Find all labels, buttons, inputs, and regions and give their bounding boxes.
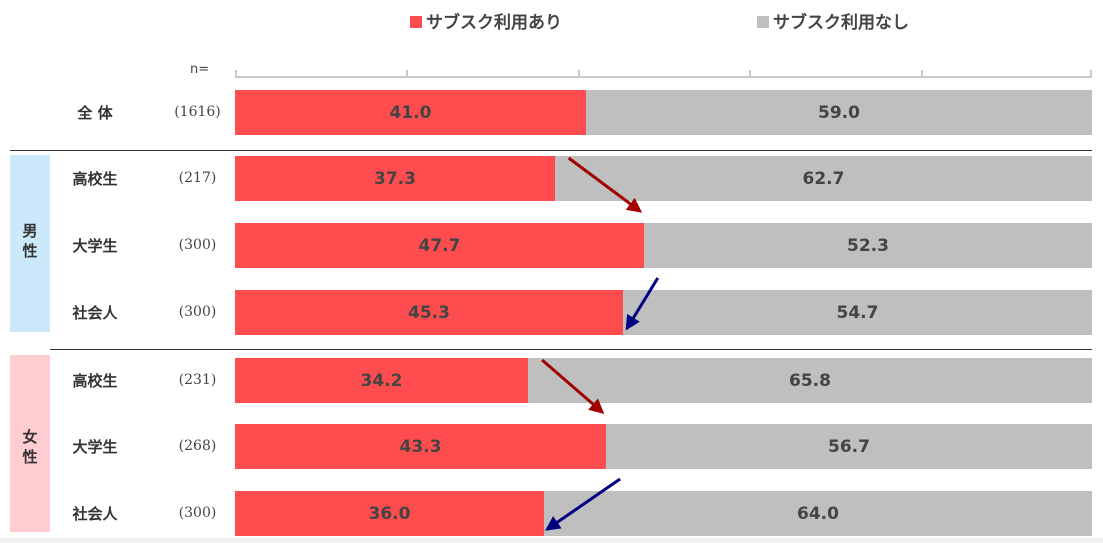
legend-label-not-subscribed: サブスク利用なし: [773, 13, 909, 33]
trend-arrow-up: [567, 156, 643, 213]
bar-value-subscribed: 47.7: [418, 235, 461, 256]
group-label-female: 女 性: [22, 428, 38, 466]
row-sample-size: (231): [178, 372, 217, 388]
row-sample-size: (268): [178, 438, 217, 454]
bar-not-subscribed: 59.0: [586, 90, 1092, 135]
legend-item-subscribed: サブスク利用あり: [410, 8, 562, 33]
x-axis-tick: [749, 70, 751, 78]
row-sample-size: (217): [178, 170, 217, 186]
bottom-strip: [0, 538, 1103, 543]
bar-not-subscribed: 64.0: [544, 491, 1092, 536]
bar-not-subscribed: 52.3: [644, 223, 1092, 268]
row-label: 社会人: [72, 505, 118, 523]
sample-size-header: n=: [190, 62, 210, 77]
group-separator-female: [50, 349, 1092, 350]
bar-value-subscribed: 41.0: [389, 102, 432, 123]
group-separator-male: [10, 150, 1092, 151]
bar-value-subscribed: 43.3: [399, 436, 442, 457]
row-sample-size: (300): [178, 237, 217, 253]
bar-not-subscribed: 65.8: [528, 358, 1092, 403]
x-axis-tick: [1090, 70, 1092, 78]
bar-value-subscribed: 36.0: [368, 503, 411, 524]
bar-value-not-subscribed: 65.8: [789, 370, 831, 391]
legend-swatch-subscribed: [410, 16, 422, 28]
bar-not-subscribed: 54.7: [623, 290, 1092, 335]
row-label: 高校生: [72, 170, 118, 188]
trend-arrow-up: [541, 358, 605, 414]
bar-value-not-subscribed: 59.0: [818, 102, 860, 123]
bar-value-subscribed: 37.3: [374, 168, 416, 189]
bar-subscribed: 34.2: [235, 358, 528, 403]
row-label: 社会人: [72, 304, 118, 322]
x-axis-line: [235, 76, 1092, 78]
legend-label-subscribed: サブスク利用あり: [426, 13, 562, 33]
row-sample-size: (300): [178, 304, 217, 320]
bar-subscribed: 41.0: [235, 90, 586, 135]
trend-arrow-down: [625, 277, 660, 331]
bar-subscribed: 36.0: [235, 491, 544, 536]
bar-value-not-subscribed: 54.7: [836, 302, 879, 323]
trend-arrow-down: [545, 477, 621, 531]
bar-subscribed: 43.3: [235, 424, 606, 469]
bar-subscribed: 37.3: [235, 156, 555, 201]
row-label: 全 体: [77, 104, 113, 122]
bar-value-not-subscribed: 52.3: [847, 235, 889, 256]
row-sample-size: (1616): [174, 104, 221, 120]
x-axis-tick: [921, 70, 923, 78]
row-label: 大学生: [72, 237, 118, 255]
group-label-male: 男 性: [22, 222, 38, 260]
bar-subscribed: 45.3: [235, 290, 623, 335]
bar-value-not-subscribed: 64.0: [797, 503, 839, 524]
legend-swatch-not-subscribed: [757, 16, 769, 28]
x-axis-tick: [406, 70, 408, 78]
bar-not-subscribed: 56.7: [606, 424, 1092, 469]
bar-subscribed: 47.7: [235, 223, 644, 268]
legend-item-not-subscribed: サブスク利用なし: [757, 8, 909, 33]
row-sample-size: (300): [178, 505, 217, 521]
row-label: 高校生: [72, 372, 118, 390]
bar-value-subscribed: 34.2: [360, 370, 403, 391]
bar-value-not-subscribed: 56.7: [828, 436, 870, 457]
x-axis-tick: [578, 70, 580, 78]
bar-value-not-subscribed: 62.7: [802, 168, 845, 189]
row-label: 大学生: [72, 438, 118, 456]
group-panel-male: 男 性: [10, 155, 50, 332]
bar-not-subscribed: 62.7: [555, 156, 1092, 201]
x-axis-tick: [235, 70, 237, 78]
group-panel-female: 女 性: [10, 355, 50, 532]
bar-value-subscribed: 45.3: [408, 302, 450, 323]
